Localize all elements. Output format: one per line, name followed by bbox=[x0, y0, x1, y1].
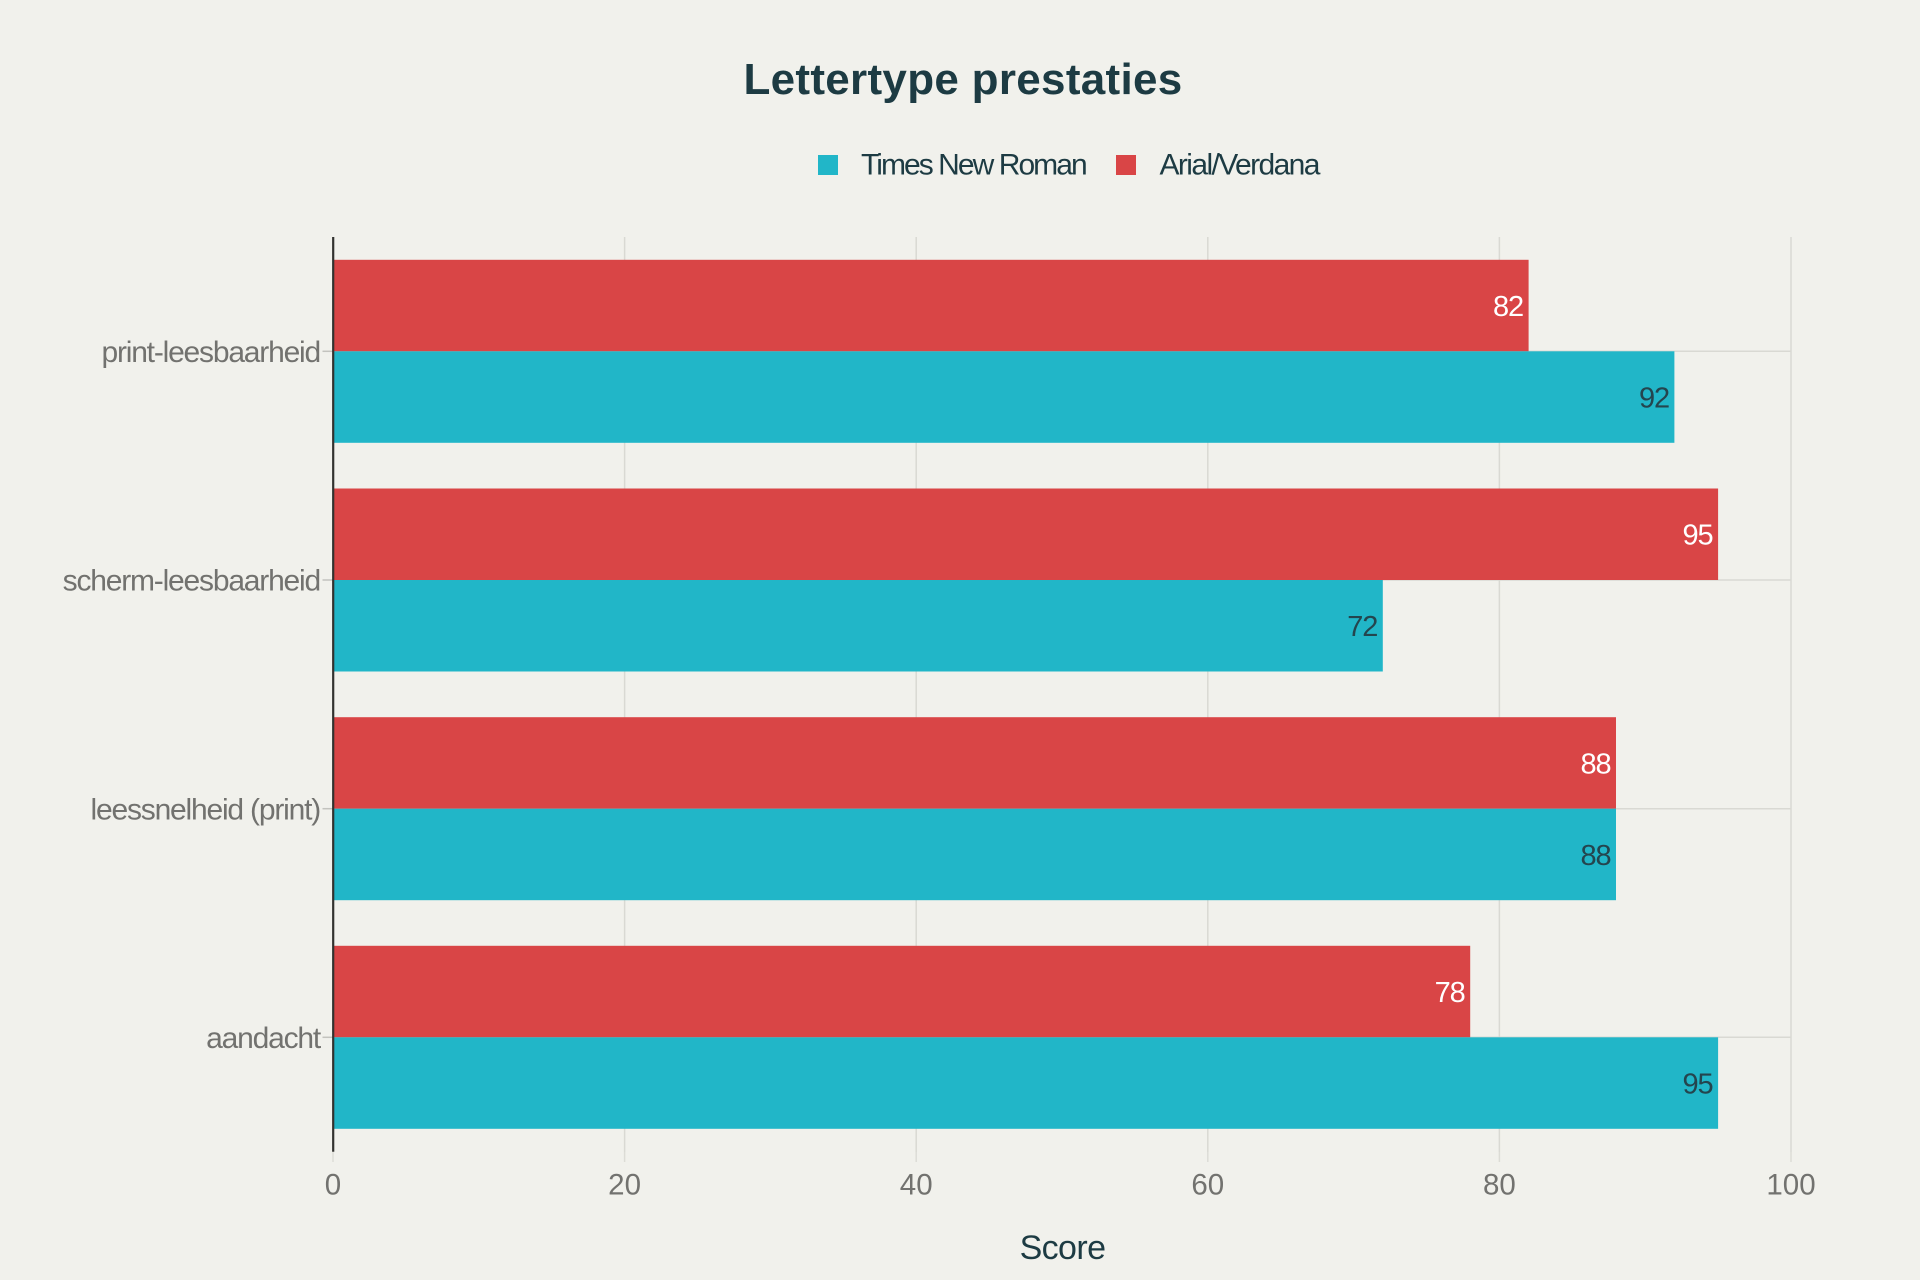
svg-text:20: 20 bbox=[608, 1169, 641, 1202]
svg-text:60: 60 bbox=[1191, 1169, 1224, 1202]
svg-text:88: 88 bbox=[1580, 840, 1610, 872]
svg-text:aandacht: aandacht bbox=[206, 1022, 322, 1055]
svg-text:Lettertype prestaties: Lettertype prestaties bbox=[743, 55, 1182, 104]
svg-text:0: 0 bbox=[325, 1169, 341, 1202]
svg-text:Arial/Verdana: Arial/Verdana bbox=[1160, 149, 1321, 182]
svg-text:scherm-leesbaarheid: scherm-leesbaarheid bbox=[63, 565, 320, 598]
svg-text:100: 100 bbox=[1766, 1169, 1815, 1202]
svg-text:Times New Roman: Times New Roman bbox=[861, 149, 1086, 182]
svg-text:78: 78 bbox=[1435, 977, 1465, 1009]
svg-text:80: 80 bbox=[1483, 1169, 1516, 1202]
svg-text:95: 95 bbox=[1683, 1069, 1713, 1101]
svg-text:95: 95 bbox=[1683, 520, 1713, 552]
svg-text:88: 88 bbox=[1580, 748, 1610, 780]
svg-text:leessnelheid (print): leessnelheid (print) bbox=[91, 793, 321, 826]
svg-text:82: 82 bbox=[1493, 291, 1523, 323]
svg-text:72: 72 bbox=[1347, 611, 1377, 643]
svg-text:40: 40 bbox=[900, 1169, 933, 1202]
svg-text:print-leesbaarheid: print-leesbaarheid bbox=[101, 336, 320, 369]
svg-text:Score: Score bbox=[1020, 1229, 1106, 1267]
svg-text:92: 92 bbox=[1639, 382, 1669, 414]
